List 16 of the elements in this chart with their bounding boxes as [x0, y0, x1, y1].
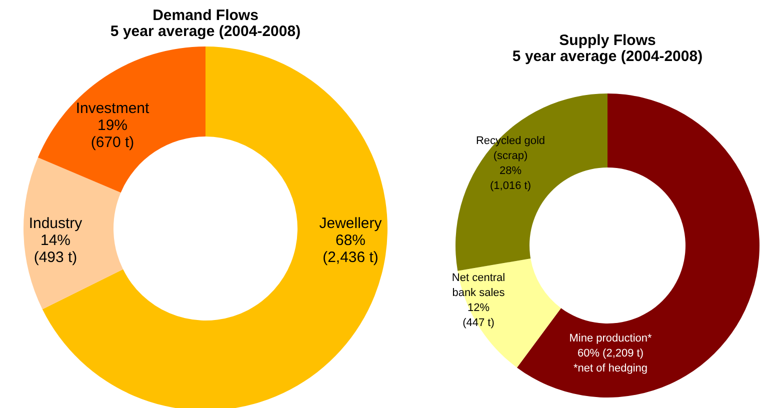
data-label: 12% (447 t) — [462, 302, 494, 329]
data-label: 68% (2,436 t) — [322, 232, 378, 266]
data-label: 28% (1,016 t) — [490, 165, 531, 192]
slice-label: Industry — [28, 215, 83, 232]
slice-label: Mine production* — [569, 332, 652, 344]
chart-title: Supply Flows — [559, 32, 656, 49]
slice-label: Investment — [76, 100, 150, 117]
slice-label: Jewellery — [319, 215, 382, 232]
data-label: 14% (493 t) — [34, 232, 78, 266]
data-label: 60% (2,209 t) — [577, 348, 644, 360]
chart-title: Demand Flows — [152, 7, 258, 24]
slice-label: Net central bank sales — [452, 272, 506, 299]
chart-subtitle: 5 year average (2004-2008) — [110, 23, 301, 40]
chart-subtitle: 5 year average (2004-2008) — [512, 48, 703, 65]
text: *net of hedging — [573, 362, 648, 374]
data-label: 19% (670 t) — [90, 117, 134, 151]
